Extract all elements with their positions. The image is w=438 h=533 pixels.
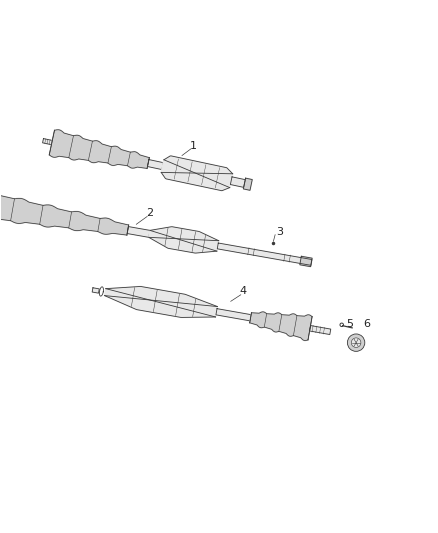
Text: 5: 5: [346, 319, 353, 329]
Polygon shape: [105, 287, 217, 318]
Text: 1: 1: [189, 141, 196, 150]
Circle shape: [351, 338, 361, 348]
Polygon shape: [230, 177, 245, 187]
Polygon shape: [148, 159, 163, 169]
Polygon shape: [216, 309, 251, 321]
Text: 6: 6: [364, 319, 371, 329]
Polygon shape: [217, 243, 312, 265]
Polygon shape: [0, 192, 129, 235]
Polygon shape: [161, 156, 233, 191]
Polygon shape: [42, 139, 52, 144]
Polygon shape: [250, 312, 312, 341]
Text: 2: 2: [146, 208, 153, 218]
Text: 4: 4: [240, 286, 247, 296]
Polygon shape: [92, 288, 99, 293]
Polygon shape: [127, 227, 150, 237]
Text: 3: 3: [276, 227, 283, 237]
Polygon shape: [49, 130, 149, 168]
Polygon shape: [244, 178, 252, 190]
Circle shape: [347, 334, 365, 351]
Polygon shape: [310, 326, 331, 335]
Polygon shape: [149, 227, 219, 253]
Polygon shape: [300, 256, 312, 266]
